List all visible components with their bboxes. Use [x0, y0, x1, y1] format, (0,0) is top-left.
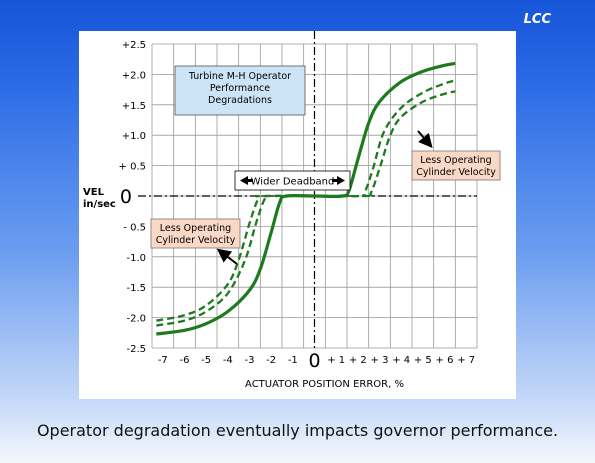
note-right-arrow-icon [417, 130, 433, 149]
y-axis-label: VEL [83, 187, 105, 198]
x-tick-label: -3 [245, 355, 255, 366]
note-right-box [411, 150, 501, 181]
note-left-box [150, 218, 241, 249]
x-tick-label: + 5 [414, 355, 432, 366]
deadband-annotation: Wider Deadband [234, 170, 351, 191]
note-right-text: Less Operating [420, 155, 491, 166]
note-right-text: Cylinder Velocity [416, 167, 496, 178]
x-tick-label: -1 [288, 355, 298, 366]
note-left-text: Less Operating [160, 223, 231, 234]
series-group [156, 61, 456, 336]
y-tick-label: 0 [120, 186, 132, 208]
x-tick-label: + 6 [436, 355, 454, 366]
y-tick-label: -1.5 [126, 283, 146, 294]
y-tick-label: -2.0 [126, 314, 146, 325]
arrow-right-icon [332, 176, 345, 185]
series-line [156, 90, 456, 322]
chart-title: Degradations [208, 95, 272, 106]
chart-title: Turbine M-H Operator [188, 71, 291, 82]
x-tick-label: + 7 [457, 355, 475, 366]
x-tick-label: -2 [266, 355, 276, 366]
deadband-box [234, 170, 351, 191]
y-tick-label: -2.5 [126, 344, 146, 355]
arrow-left-icon [240, 176, 253, 185]
y-tick-label: +2.0 [122, 70, 146, 81]
x-tick-label: -6 [180, 355, 190, 366]
chart: -2.5 -2.0 -1.5 -1.0 - 0.5 0 + 0.5 +1.0 +1.5 +2.0 +… [83, 31, 501, 390]
chart-title: Performance [210, 83, 270, 94]
brand-label: LCC [523, 12, 551, 27]
x-tick-label: + 1 [327, 355, 345, 366]
x-tick-label: + 4 [392, 355, 410, 366]
y-tick-label: - 0.5 [123, 222, 146, 233]
x-tick-label: 0 [308, 350, 320, 372]
y-tick-label: +1.0 [122, 131, 146, 142]
chart-title-box: Turbine M-H OperatorPerformanceDegradati… [174, 65, 306, 116]
x-tick-label: + 2 [349, 355, 367, 366]
series-line [156, 79, 456, 327]
y-tick-label: +1.5 [122, 101, 146, 112]
x-tick-label: -7 [158, 355, 168, 366]
y-tick-label: +2.5 [122, 40, 146, 51]
note-left-text: Cylinder Velocity [156, 235, 236, 246]
chart-title-background [174, 65, 306, 116]
x-tick-label: + 3 [371, 355, 389, 366]
x-tick-label: -4 [223, 355, 233, 366]
x-axis-label: ACTUATOR POSITION ERROR, % [245, 379, 404, 390]
x-tick-label: -5 [201, 355, 211, 366]
note-left-arrow-icon [216, 248, 238, 265]
deadband-label: Wider Deadband [251, 177, 335, 188]
chart-panel: -2.5 -2.0 -1.5 -1.0 - 0.5 0 + 0.5 +1.0 +1.5 +2.0 +… [79, 31, 516, 399]
slide-caption: Operator degradation eventually impacts … [36, 421, 559, 440]
y-tick-label: + 0.5 [119, 162, 146, 173]
y-tick-label: -1.0 [126, 253, 146, 264]
y-axis-label: in/sec [83, 199, 116, 210]
